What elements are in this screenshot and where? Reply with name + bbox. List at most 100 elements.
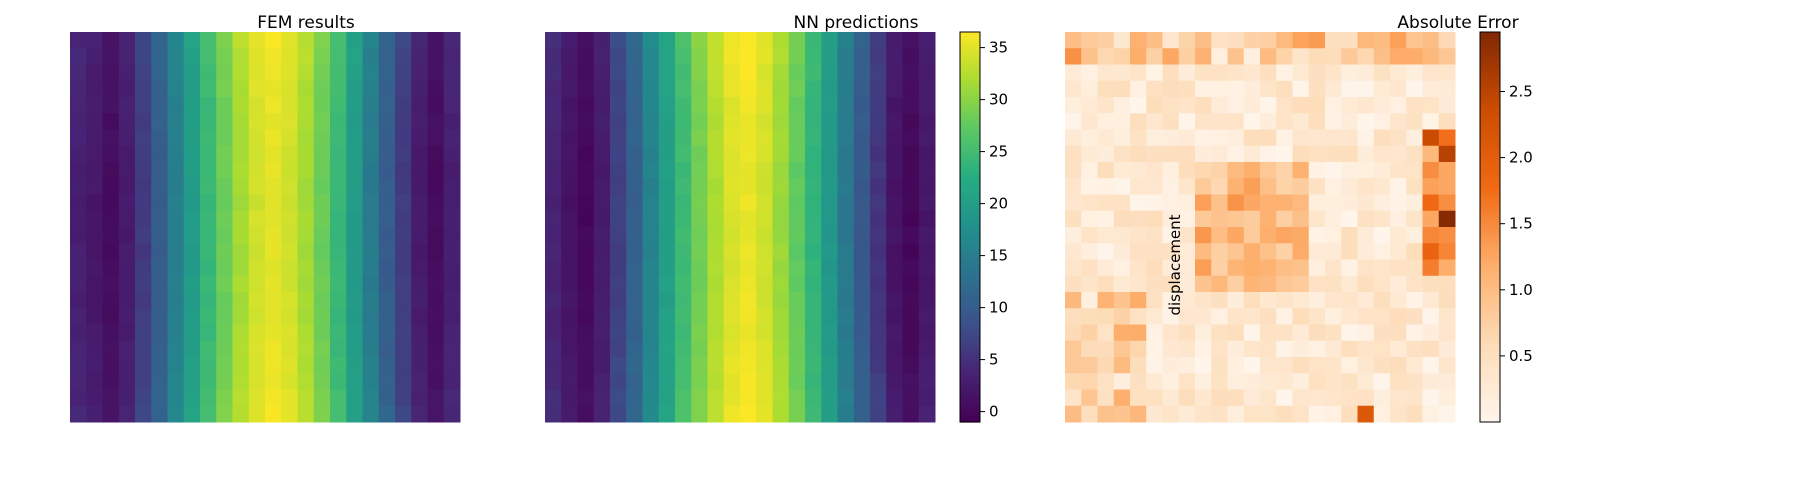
heatmap-cell: [313, 292, 331, 309]
heatmap-cell: [837, 340, 855, 358]
colorbar-segment: [960, 197, 980, 202]
heatmap-cell: [297, 145, 315, 163]
heatmap-cell: [626, 308, 643, 325]
heatmap-cell: [545, 129, 562, 147]
heatmap-cell: [265, 389, 282, 407]
colorbar-segment: [1480, 350, 1500, 355]
heatmap-cell: [691, 129, 708, 147]
heatmap-cell: [216, 32, 233, 49]
heatmap-cell: [1097, 162, 1115, 179]
heatmap-cell: [1422, 405, 1440, 423]
heatmap-cell: [395, 405, 412, 423]
heatmap-cell: [1146, 64, 1163, 82]
heatmap-cell: [248, 243, 266, 260]
heatmap-cell: [626, 389, 643, 407]
heatmap-cell: [1325, 227, 1342, 244]
heatmap-cell: [902, 162, 920, 179]
heatmap-cell: [1422, 308, 1440, 325]
heatmap-cell: [1422, 97, 1440, 114]
heatmap-cell: [1097, 227, 1115, 244]
heatmap-cell: [1162, 194, 1180, 212]
heatmap-cell: [1097, 97, 1115, 114]
heatmap-cell: [1081, 389, 1098, 407]
heatmap-cell: [297, 178, 315, 195]
heatmap-cell: [788, 324, 806, 342]
heatmap-cell: [1357, 145, 1375, 163]
colorbar-segment: [960, 97, 980, 101]
heatmap-cell: [1211, 373, 1228, 390]
heatmap-cell: [362, 178, 380, 195]
heatmap-cell: [102, 64, 120, 82]
heatmap-cell: [1260, 32, 1277, 49]
colorbar-segment: [1480, 353, 1500, 358]
heatmap-cell: [756, 243, 773, 260]
colorbar-segment: [960, 168, 980, 173]
heatmap-cell: [167, 129, 185, 147]
heatmap-cell: [1438, 48, 1456, 65]
heatmap-cell: [362, 340, 380, 358]
heatmap-cell: [232, 162, 250, 179]
heatmap-cell: [788, 275, 806, 293]
colorbar-segment: [1480, 357, 1500, 361]
heatmap-cell: [346, 405, 363, 423]
heatmap-cell: [870, 324, 887, 342]
heatmap-cell: [707, 389, 725, 407]
heatmap-cell: [1406, 340, 1423, 358]
heatmap-cell: [788, 340, 806, 358]
heatmap-cell: [151, 259, 168, 277]
heatmap-cell: [1325, 32, 1342, 49]
heatmap-cell: [1422, 162, 1440, 179]
colorbar-segment: [1480, 259, 1500, 264]
heatmap-cell: [1406, 292, 1423, 309]
heatmap-cell: [772, 162, 790, 179]
heatmap-cell: [427, 357, 445, 374]
heatmap-cell: [593, 340, 611, 358]
heatmap-cell: [232, 373, 250, 390]
heatmap-cell: [362, 162, 380, 179]
heatmap-cell: [70, 48, 87, 65]
heatmap-cell: [427, 227, 445, 244]
heatmap-cell: [886, 227, 903, 244]
heatmap-cell: [1373, 145, 1391, 163]
heatmap-cell: [723, 259, 741, 277]
heatmap-cell: [427, 32, 445, 49]
heatmap-cell: [805, 194, 822, 212]
heatmap-cell: [248, 308, 266, 325]
heatmap-cell: [118, 113, 136, 130]
heatmap-cell: [740, 373, 757, 390]
heatmap-cell: [1065, 275, 1082, 293]
heatmap-cell: [70, 292, 87, 309]
heatmap-cell: [102, 48, 120, 65]
heatmap-cell: [1211, 145, 1228, 163]
heatmap-cell: [772, 243, 790, 260]
heatmap-cell: [723, 405, 741, 423]
heatmap-cell: [805, 275, 822, 293]
heatmap-cell: [1373, 405, 1391, 423]
heatmap-cell: [626, 227, 643, 244]
heatmap-cell: [805, 243, 822, 260]
heatmap-cell: [265, 48, 282, 65]
heatmap-cell: [1325, 97, 1342, 114]
colorbar-segment: [960, 334, 980, 339]
heatmap-cell: [281, 275, 298, 293]
heatmap-cell: [577, 373, 595, 390]
heatmap-cell: [1146, 97, 1163, 114]
heatmap-cell: [265, 80, 282, 98]
heatmap-cell: [1390, 194, 1407, 212]
heatmap-cell: [1081, 194, 1098, 212]
heatmap-cell: [1146, 194, 1163, 212]
heatmap-cell: [707, 275, 725, 293]
heatmap-cell: [135, 373, 152, 390]
heatmap-cell: [707, 194, 725, 212]
colorbar-segment: [1480, 181, 1500, 186]
heatmap-cell: [870, 227, 887, 244]
heatmap-cell: [200, 129, 217, 147]
heatmap-cell: [330, 80, 347, 98]
colorbar-segment: [960, 292, 980, 296]
heatmap-cell: [593, 129, 611, 147]
colorbar-segment: [1480, 305, 1500, 309]
heatmap-cell: [691, 373, 708, 390]
heatmap-cell: [886, 275, 903, 293]
heatmap-cell: [86, 32, 103, 49]
colorbar-segment: [1480, 233, 1500, 238]
